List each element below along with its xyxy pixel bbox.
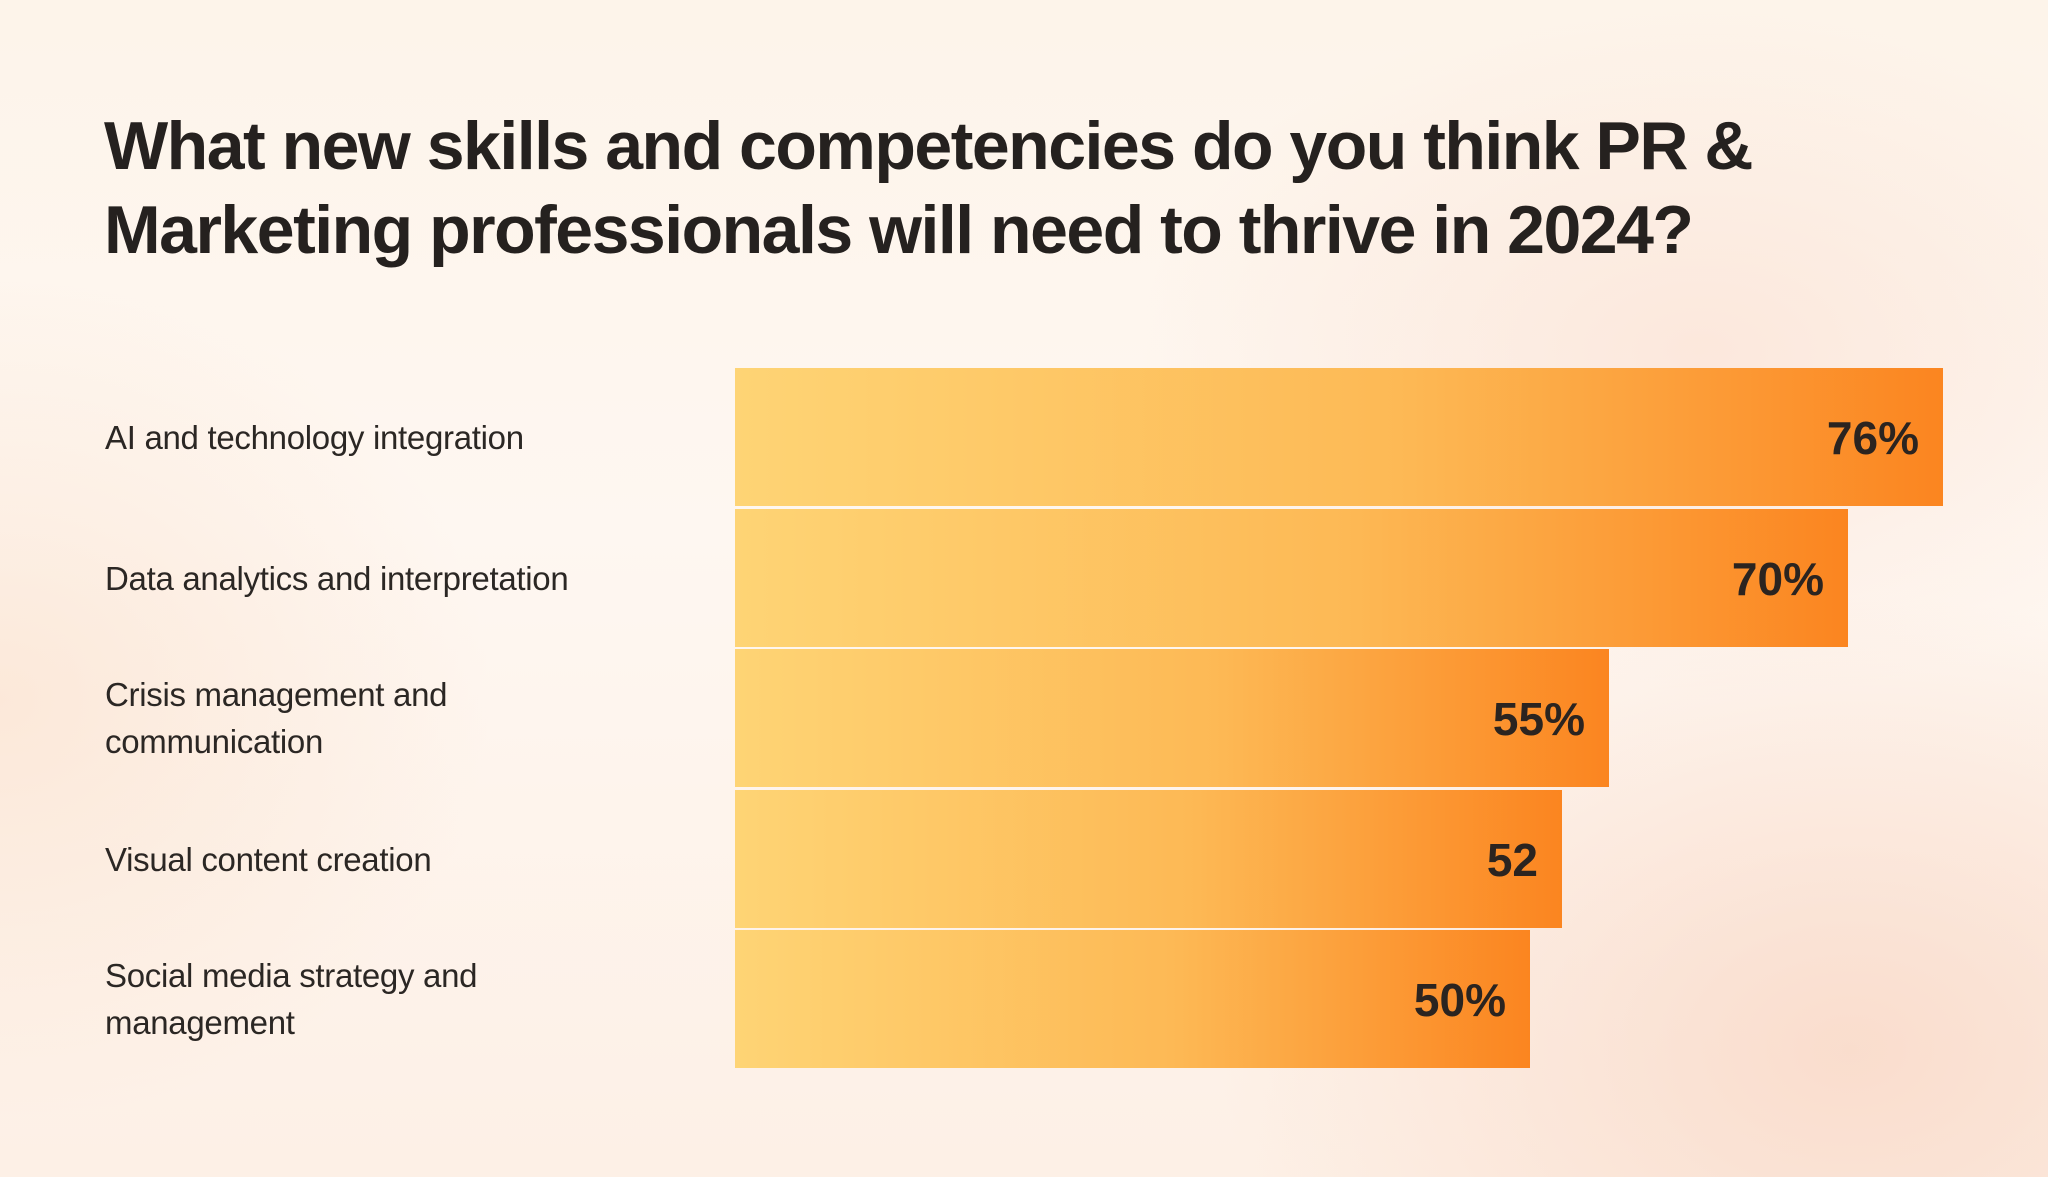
data-label: 76% (1826, 412, 1919, 464)
category-label: Crisis management and communication (105, 676, 448, 760)
data-label: 70% (1731, 553, 1824, 605)
bar (735, 368, 1943, 506)
bar (735, 509, 1848, 647)
category-label: Data analytics and interpretation (105, 559, 569, 597)
page-title: What new skills and competencies do you … (104, 108, 1753, 268)
data-label: 52 (1486, 834, 1538, 886)
category-label: Visual content creation (105, 840, 432, 878)
data-label: 50% (1413, 974, 1506, 1026)
data-label: 55% (1492, 693, 1585, 745)
bar (735, 649, 1609, 787)
bar (735, 790, 1562, 928)
category-label: AI and technology integration (105, 418, 524, 456)
category-label: Social media strategy and management (105, 957, 478, 1041)
bar (735, 930, 1530, 1068)
